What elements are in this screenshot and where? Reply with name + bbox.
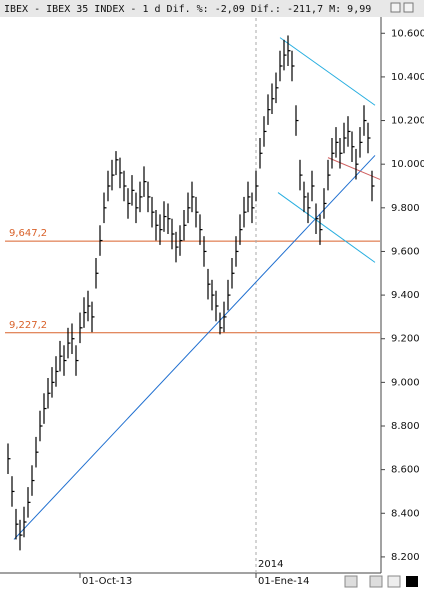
y-tick-label: 8.800	[391, 421, 420, 432]
y-tick-label: 8.600	[391, 465, 420, 476]
y-tick-label: 9.800	[391, 203, 420, 214]
x-tick-label: 01-Ene-14	[258, 576, 309, 587]
close-button[interactable]	[403, 2, 414, 13]
period-label: 2014	[258, 559, 283, 570]
y-tick-label: 9.000	[391, 377, 420, 388]
toolbar-button[interactable]	[387, 575, 401, 588]
chart-title: IBEX - IBEX 35 INDEX - 1 d Dif. %: -2,09…	[4, 4, 371, 15]
level-label: 9,647,2	[9, 228, 47, 239]
y-tick-label: 10.600	[391, 28, 424, 39]
toolbar-button[interactable]	[344, 575, 358, 588]
level-label: 9,227,2	[9, 320, 47, 331]
y-tick-label: 9.200	[391, 334, 420, 345]
y-tick-label: 9.400	[391, 290, 420, 301]
y-tick-label: 8.200	[391, 552, 420, 563]
trendline	[279, 37, 376, 106]
y-tick-label: 9.600	[391, 246, 420, 257]
title-bar	[0, 0, 424, 17]
y-tick-label: 10.200	[391, 116, 424, 127]
window-button[interactable]	[390, 2, 401, 13]
x-tick-label: 01-Oct-13	[82, 576, 132, 587]
toolbar-button[interactable]	[406, 576, 418, 587]
y-tick-label: 10.000	[391, 159, 424, 170]
trendline	[277, 192, 376, 263]
y-tick-label: 10.400	[391, 72, 424, 83]
trendline	[327, 157, 381, 180]
toolbar-button[interactable]	[369, 575, 383, 588]
y-tick-label: 8.400	[391, 508, 420, 519]
